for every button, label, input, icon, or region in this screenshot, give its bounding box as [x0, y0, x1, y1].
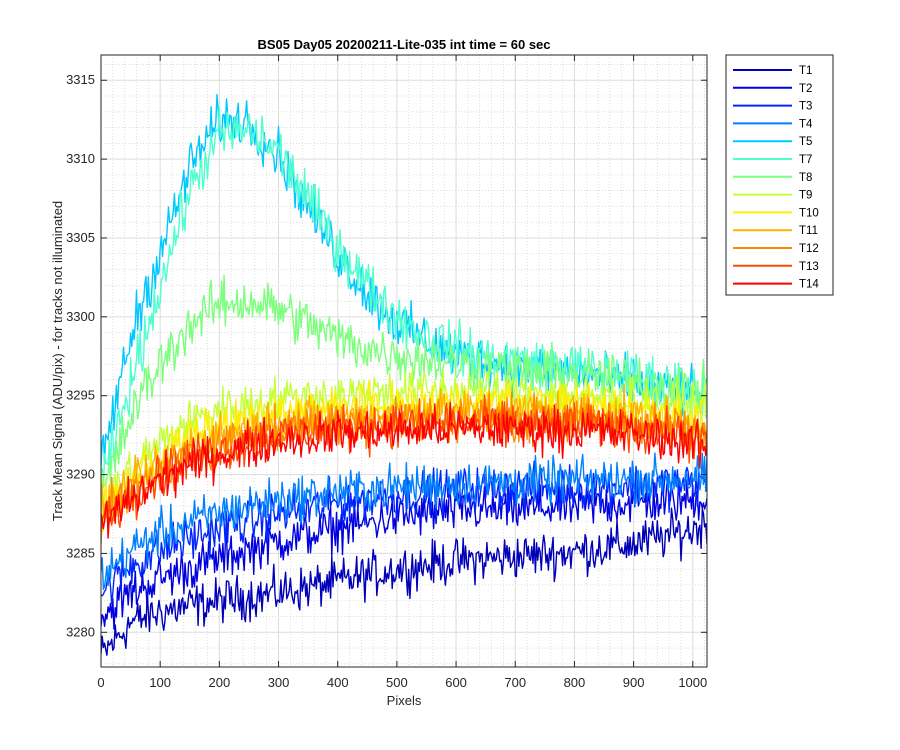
x-tick-label: 100: [149, 675, 171, 690]
legend-label-t3: T3: [799, 101, 812, 113]
series-line-t2: [101, 477, 707, 630]
legend-label-t5: T5: [799, 136, 812, 148]
legend-label-t10: T10: [799, 207, 819, 219]
y-tick-label: 3305: [66, 230, 95, 245]
y-tick-label: 3310: [66, 151, 95, 166]
x-tick-label: 200: [209, 675, 231, 690]
x-tick-label: 900: [623, 675, 645, 690]
legend-label-t2: T2: [799, 83, 812, 95]
legend-label-t14: T14: [799, 279, 819, 291]
y-axis: 3280 3285 3290 3295 3300 3305 3310 3315: [66, 72, 707, 639]
x-tick-label: 800: [564, 675, 586, 690]
legend-box: [725, 54, 834, 296]
legend-label-t12: T12: [799, 243, 819, 255]
series-line-t10: [101, 379, 707, 532]
y-tick-label: 3285: [66, 545, 95, 560]
legend-label-t9: T9: [799, 190, 812, 202]
y-tick-label: 3280: [66, 624, 95, 639]
x-tick-label: 600: [445, 675, 467, 690]
legend-label-t4: T4: [799, 118, 813, 130]
x-tick-label: 1000: [678, 675, 707, 690]
x-tick-label: 0: [97, 675, 104, 690]
x-axis-label: Pixels: [387, 693, 422, 708]
legend: T1 T2 T3 T4 T5 T7 T8 T9 T10 T11 T12 T13 T14: [725, 54, 834, 296]
series-line-t14: [101, 402, 707, 539]
legend-label-t7: T7: [799, 154, 812, 166]
series-line-t9: [101, 368, 707, 521]
series-line-t7: [101, 106, 707, 499]
y-tick-label: 3300: [66, 309, 95, 324]
series-layer: [101, 93, 707, 656]
plot-area: 0 100 200 300 400 500 600 700 800 900 1000 3280328…: [66, 54, 708, 690]
legend-label-t13: T13: [799, 261, 819, 273]
y-axis-label: Track Mean Signal (ADU/pix) - for tracks…: [50, 201, 65, 521]
legend-label-t1: T1: [799, 65, 812, 77]
x-tick-label: 700: [504, 675, 526, 690]
x-tick-label: 500: [386, 675, 408, 690]
legend-label-t8: T8: [799, 172, 812, 184]
x-tick-label: 400: [327, 675, 349, 690]
series-line-t8: [101, 274, 707, 495]
x-axis: 0 100 200 300 400 500 600 700 800 900 1000: [97, 55, 707, 690]
series-line-t4: [101, 452, 707, 590]
y-tick-label: 3295: [66, 388, 95, 403]
series-line-t1: [101, 507, 707, 656]
y-tick-label: 3315: [66, 72, 95, 87]
axes-box: [100, 54, 708, 668]
legend-label-t11: T11: [799, 225, 818, 237]
y-tick-label: 3290: [66, 467, 95, 482]
chart-title: BS05 Day05 20200211-Lite-035 int time = …: [257, 37, 550, 52]
x-tick-label: 300: [268, 675, 290, 690]
